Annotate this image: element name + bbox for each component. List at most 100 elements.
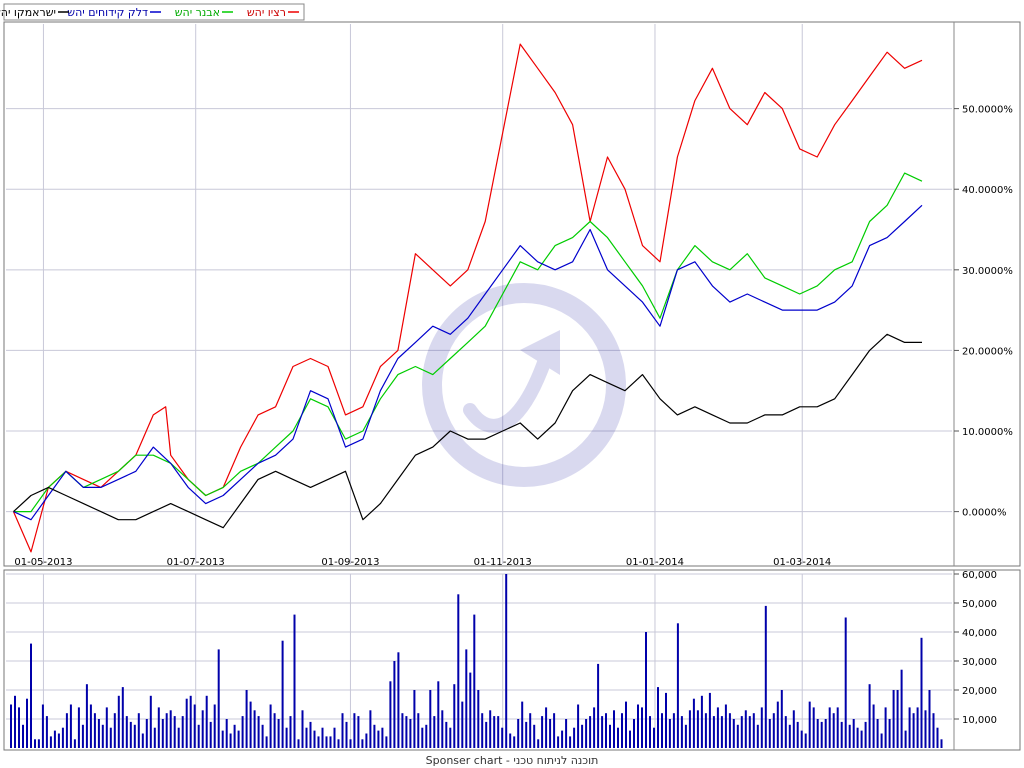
volume-bar <box>34 739 36 748</box>
volume-bar <box>313 730 316 748</box>
volume-panel-border <box>3 569 1021 751</box>
volume-bar <box>872 704 875 748</box>
volume-bar <box>625 701 627 748</box>
volume-bar <box>601 716 604 748</box>
volume-bar <box>481 713 484 748</box>
volume-bar <box>549 719 552 748</box>
volume-bar <box>441 710 444 748</box>
volume-bar <box>848 724 851 748</box>
volume-bar <box>748 716 751 748</box>
volume-tick-label: 20,000 <box>962 686 997 697</box>
volume-bar <box>884 707 887 748</box>
date-tick-label: 01-03-2014 <box>773 557 831 568</box>
volume-bar <box>700 695 703 748</box>
volume-bar <box>772 713 775 748</box>
date-tick-label: 01-07-2013 <box>167 557 225 568</box>
volume-bar <box>617 727 619 748</box>
volume-bar <box>513 736 516 748</box>
volume-bar <box>688 710 691 748</box>
volume-tick-label: 40,000 <box>962 628 997 639</box>
volume-bar <box>637 704 639 748</box>
volume-tick-label: 50,000 <box>962 599 997 610</box>
volume-bar <box>189 695 192 748</box>
volume-bar <box>453 684 456 748</box>
volume-bar <box>896 690 899 748</box>
volume-bar <box>85 684 88 748</box>
date-tick-label: 01-09-2013 <box>321 557 379 568</box>
volume-bar <box>704 713 707 748</box>
volume-bar <box>936 727 939 748</box>
volume-bar <box>365 733 368 748</box>
volume-bar <box>349 739 352 748</box>
volume-bar <box>912 713 915 748</box>
volume-bar <box>229 733 232 748</box>
volume-bar <box>876 719 879 748</box>
volume-bar <box>804 733 807 748</box>
volume-bar <box>233 724 236 748</box>
volume-bar <box>497 716 500 748</box>
volume-bar <box>712 716 715 748</box>
price-tick-label: 30.0000% <box>962 266 1013 277</box>
volume-bar <box>469 672 472 748</box>
volume-bar <box>377 730 380 748</box>
volume-bar <box>892 690 895 748</box>
volume-bar <box>361 739 364 748</box>
volume-bar <box>37 739 40 748</box>
price-tick-label: 0.0000% <box>962 508 1007 519</box>
volume-bar <box>569 736 572 748</box>
volume-bar <box>253 710 256 748</box>
volume-bar <box>553 713 556 748</box>
legend-item-avner: אבנר יהש <box>175 6 233 19</box>
volume-y-ticks: 60,000 50,000 40,000 30,000 20,000 10,000 <box>954 570 997 726</box>
volume-bar <box>105 707 108 748</box>
volume-bar <box>916 707 919 748</box>
volume-bar <box>281 640 284 748</box>
price-tick-label: 50.0000% <box>962 105 1013 116</box>
volume-bar <box>425 724 428 748</box>
volume-bar <box>433 716 436 748</box>
volume-bar <box>53 730 56 748</box>
volume-bar <box>245 690 248 748</box>
price-tick-label: 40.0000% <box>962 185 1013 196</box>
volume-bar <box>816 719 819 748</box>
volume-bar <box>868 684 871 748</box>
volume-bar <box>101 724 104 748</box>
volume-bar <box>541 716 544 748</box>
volume-bar <box>217 649 220 748</box>
volume-bar <box>421 727 424 748</box>
series-line-1 <box>13 172 923 513</box>
volume-bar <box>65 713 68 748</box>
volume-bar <box>125 716 128 748</box>
volume-bar <box>273 713 276 748</box>
volume-bar <box>680 716 683 748</box>
volume-bar <box>317 736 320 748</box>
volume-bar <box>796 721 799 748</box>
volume-bar <box>333 727 336 748</box>
volume-bar <box>732 719 735 748</box>
volume-bar <box>385 736 388 748</box>
volume-bar <box>764 605 767 748</box>
volume-bar <box>257 716 260 748</box>
volume-bar <box>840 721 843 748</box>
volume-bar <box>337 739 340 748</box>
volume-bar <box>676 623 679 748</box>
volume-bar <box>593 707 596 748</box>
volume-bar <box>381 727 384 748</box>
volume-bar <box>237 730 240 748</box>
volume-bar <box>533 724 536 748</box>
volume-bar <box>241 716 244 748</box>
volume-bar <box>397 652 400 748</box>
volume-bar <box>904 730 907 748</box>
volume-bar <box>321 727 324 748</box>
volume-bar <box>920 637 923 748</box>
volume-bar <box>261 724 264 748</box>
volume-bar <box>529 713 532 748</box>
volume-bar <box>301 710 304 748</box>
volume-bar <box>812 707 815 748</box>
volume-bar <box>657 687 659 748</box>
volume-bar <box>565 719 568 748</box>
volume-bar <box>269 704 272 748</box>
volume-bar <box>357 716 360 748</box>
volume-bar <box>30 643 32 748</box>
volume-bar <box>736 724 739 748</box>
